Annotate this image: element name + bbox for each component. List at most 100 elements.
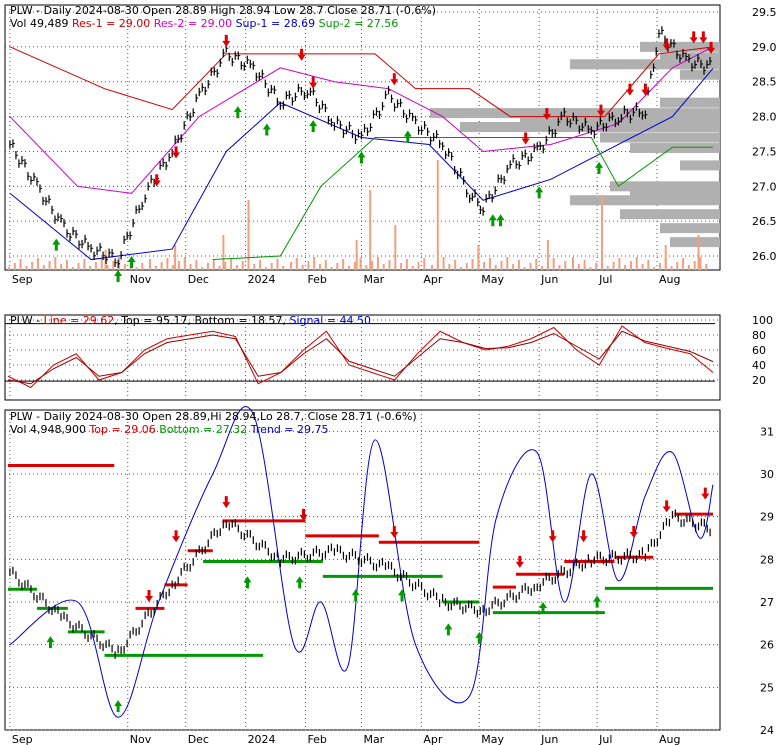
volume-bar — [670, 266, 673, 270]
volume-profile — [430, 41, 720, 248]
x-tick-label: Apr — [423, 733, 443, 745]
y-tick-label: 25 — [760, 681, 774, 694]
volume-bar — [290, 262, 292, 270]
trend-header-line2: Vol 4,948,900 Top = 29.06 Bottom = 27.32… — [10, 423, 329, 436]
volume-bar — [177, 261, 180, 270]
y-tick-label: 80 — [752, 329, 766, 342]
volume-bar — [477, 266, 480, 270]
volume-profile-bar — [640, 41, 720, 52]
header-segment: Vol 4,948,900 — [10, 423, 86, 436]
header-segment: Sup-1 = 28.69 — [232, 17, 315, 30]
volume-bar — [31, 262, 34, 270]
x-tick-label: Jun — [540, 733, 558, 745]
volume-bar — [54, 257, 57, 270]
volume-bar — [512, 264, 515, 270]
header-segment: Top = 29.06 — [86, 423, 156, 436]
top-bottom-levels — [8, 463, 713, 657]
down-arrow-icon — [297, 48, 306, 61]
volume-bar — [635, 257, 638, 270]
volume-bar — [230, 258, 233, 270]
down-arrow-icon — [172, 530, 181, 543]
volume-bar — [523, 267, 526, 270]
volume-bar — [465, 263, 468, 270]
y-tick-label: 29.0 — [752, 41, 777, 54]
volume-bar — [423, 258, 426, 270]
volume-bar — [572, 257, 574, 270]
volume-bar — [693, 261, 696, 270]
volume-bar — [417, 262, 420, 270]
volume-profile-bar — [680, 160, 720, 171]
volume-bar — [546, 240, 549, 270]
volume-profile-bar — [670, 237, 720, 248]
volume-bar — [459, 267, 462, 270]
signal-arrows — [52, 31, 716, 282]
volume-bar — [189, 264, 192, 270]
volume-bar — [48, 261, 51, 270]
down-arrow-icon — [299, 508, 308, 521]
volume-bar — [600, 195, 603, 270]
y-tick-label: 26.5 — [752, 215, 777, 228]
up-arrow-icon — [488, 214, 497, 227]
up-arrow-icon — [309, 120, 318, 133]
volume-bar — [253, 264, 256, 270]
up-arrow-icon — [535, 186, 544, 199]
y-tick-label: 28.5 — [752, 76, 777, 89]
volume-bar — [353, 262, 356, 270]
header-segment: Vol 49,489 — [10, 17, 68, 30]
volume-bar — [206, 263, 209, 270]
volume-profile-bar — [660, 223, 720, 234]
y-tick-label: 27.5 — [752, 145, 777, 158]
volume-profile-bar — [660, 97, 720, 108]
volume-bar — [25, 266, 28, 270]
down-arrow-icon — [390, 73, 399, 86]
down-arrow-icon — [662, 38, 671, 51]
header-segment: PLW - — [10, 314, 44, 327]
volume-bar — [388, 260, 391, 270]
up-arrow-icon — [496, 214, 505, 227]
volume-bar — [552, 258, 555, 270]
volume-bar — [394, 225, 397, 270]
oscillator-panel-frame — [4, 314, 721, 401]
up-arrow-icon — [233, 106, 242, 119]
header-segment: Trend = 29.75 — [247, 423, 328, 436]
volume-bar — [658, 263, 661, 270]
volume-profile-bar — [680, 69, 720, 80]
volume-bar — [589, 267, 592, 270]
y-tick-label: 26.0 — [752, 250, 777, 263]
down-arrow-icon — [515, 555, 524, 568]
y-tick-label: 20 — [752, 374, 766, 387]
volume-bar — [405, 259, 408, 270]
down-arrow-icon — [662, 500, 671, 513]
volume-bar — [264, 267, 267, 270]
oscillator-panel: 100 80 60 40 20 PLW - Line = 29.62, Top = 95… — [4, 314, 773, 401]
x-tick-label: Dec — [188, 273, 209, 286]
price-axis: 29.5 29.0 28.5 28.0 27.5 27.0 26.5 26.0 — [752, 6, 777, 263]
down-arrow-icon — [390, 526, 399, 538]
volume-bar — [77, 263, 80, 270]
volume-profile-bar — [630, 188, 720, 199]
volume-profile-bar — [520, 115, 720, 126]
x-tick-label: May — [481, 733, 504, 745]
volume-bar — [218, 266, 221, 270]
volume-bar — [347, 266, 350, 270]
y-tick-label: 28.0 — [752, 111, 777, 124]
volume-bar — [141, 263, 144, 270]
volume-bar — [149, 259, 151, 270]
volume-bar — [8, 267, 10, 270]
volume-bar — [448, 264, 451, 270]
x-tick-label: 2024 — [248, 273, 276, 286]
volume-profile-bar — [570, 195, 720, 206]
volume-bar — [295, 258, 298, 270]
volume-profile-bar — [460, 122, 720, 133]
y-tick-label: 27 — [760, 596, 774, 609]
volume-bar — [212, 259, 215, 270]
volume-bar — [342, 259, 345, 270]
volume-bar — [19, 259, 22, 270]
volume-bar — [529, 263, 532, 270]
up-arrow-icon — [114, 270, 123, 282]
trend-price-bars — [9, 509, 711, 659]
volume-bar — [301, 265, 304, 270]
volume-bar — [235, 265, 238, 270]
volume-bar — [687, 265, 690, 270]
volume-bar — [454, 260, 457, 270]
